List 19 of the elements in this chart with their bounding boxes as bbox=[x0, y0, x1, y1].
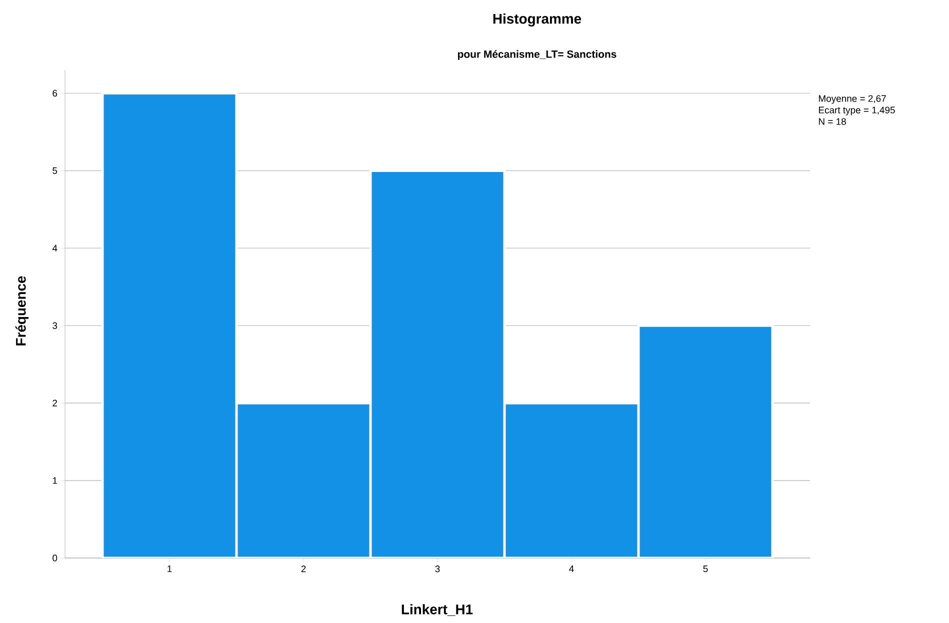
chart-title: Histogramme bbox=[493, 13, 582, 27]
text: Moyenne = 2,67 bbox=[818, 95, 886, 104]
x-tick-label: 3 bbox=[435, 566, 440, 572]
y-tick-label: 6 bbox=[52, 90, 58, 97]
y-tick-label: 1 bbox=[52, 477, 58, 484]
chart-subtitle: pour Mécanisme_LT= Sanctions bbox=[458, 50, 616, 60]
x-axis-title: Linkert_H1 bbox=[402, 604, 473, 616]
x-tick-label: 1 bbox=[168, 566, 172, 572]
y-tick-label: 5 bbox=[52, 167, 58, 174]
y-axis-title: Fréquence bbox=[15, 276, 29, 346]
y-tick-label: 4 bbox=[52, 244, 58, 252]
y-tick-label: 0 bbox=[52, 554, 58, 562]
text: Ecart type = 1,495 bbox=[818, 106, 895, 116]
y-tick-label: 2 bbox=[52, 400, 58, 406]
x-tick-label: 2 bbox=[301, 566, 306, 572]
y-tick-label: 3 bbox=[52, 322, 58, 329]
text: N = 18 bbox=[818, 118, 846, 125]
x-tick-label: 4 bbox=[569, 566, 574, 572]
x-tick-label: 5 bbox=[703, 566, 708, 572]
